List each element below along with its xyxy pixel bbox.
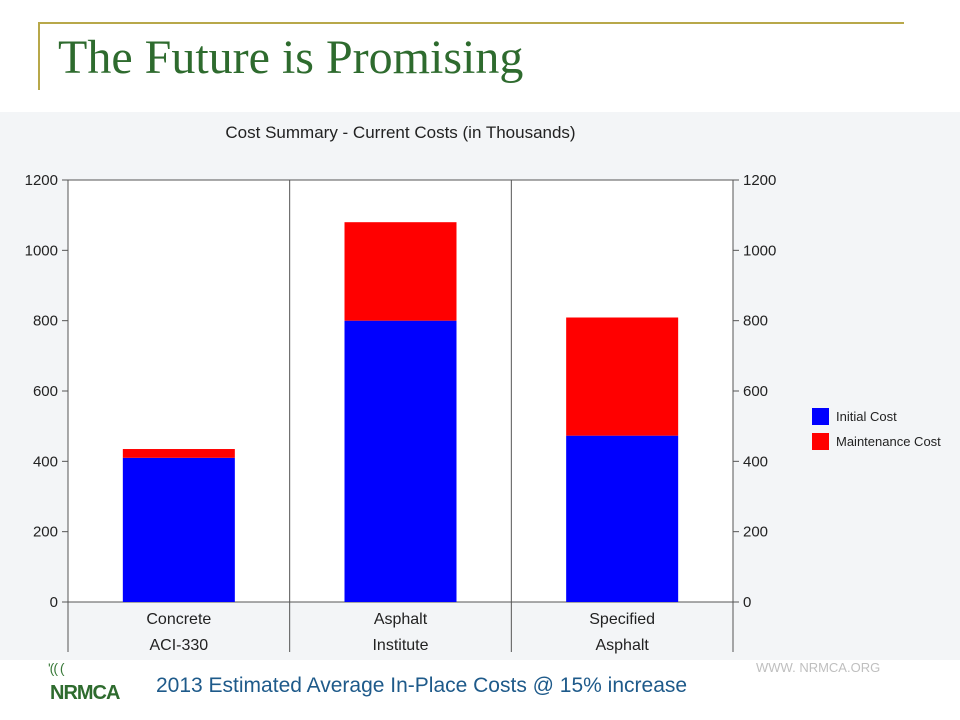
logo-waves-icon: '(( ( <box>48 660 65 676</box>
right-tick-label: 200 <box>743 524 768 541</box>
bar-initial-cost <box>122 457 235 602</box>
legend-label: Initial Cost <box>836 409 897 424</box>
left-tick-label: 800 <box>33 313 58 330</box>
left-tick-label: 0 <box>50 594 58 611</box>
right-tick-label: 800 <box>743 313 768 330</box>
left-tick-label: 200 <box>33 524 58 541</box>
left-tick-label: 1000 <box>25 242 58 259</box>
bar-initial-cost <box>344 320 457 602</box>
right-tick-label: 600 <box>743 383 768 400</box>
bar-maintenance-cost <box>566 317 679 436</box>
right-tick-label: 400 <box>743 453 768 470</box>
left-tick-label: 400 <box>33 453 58 470</box>
legend-swatch <box>812 433 829 450</box>
category-label: Institute <box>372 637 428 654</box>
category-label: Asphalt <box>595 637 649 654</box>
bar-maintenance-cost <box>122 449 235 458</box>
footer-caption: 2013 Estimated Average In-Place Costs @ … <box>156 674 688 697</box>
nrmca-logo: '(( ( NRMCA <box>46 660 120 706</box>
category-label: ACI-330 <box>149 637 208 654</box>
category-label: Specified <box>589 611 655 628</box>
category-label: Concrete <box>146 611 211 628</box>
title-border-left <box>38 22 40 90</box>
right-tick-label: 1000 <box>743 242 776 259</box>
footer-url: WWW. NRMCA.ORG <box>756 660 881 675</box>
logo-text: NRMCA <box>50 682 120 704</box>
chart-title: Cost Summary - Current Costs (in Thousan… <box>225 123 575 142</box>
title-border-top <box>38 22 904 24</box>
slide-title: The Future is Promising <box>58 31 524 84</box>
left-tick-label: 1200 <box>25 172 58 189</box>
legend-label: Maintenance Cost <box>836 434 941 449</box>
left-tick-label: 600 <box>33 383 58 400</box>
cost-summary-chart: Cost Summary - Current Costs (in Thousan… <box>25 123 942 654</box>
bar-maintenance-cost <box>344 222 457 321</box>
category-label: Asphalt <box>374 611 428 628</box>
bar-initial-cost <box>566 435 679 602</box>
right-tick-label: 0 <box>743 594 751 611</box>
right-tick-label: 1200 <box>743 172 776 189</box>
legend-swatch <box>812 408 829 425</box>
